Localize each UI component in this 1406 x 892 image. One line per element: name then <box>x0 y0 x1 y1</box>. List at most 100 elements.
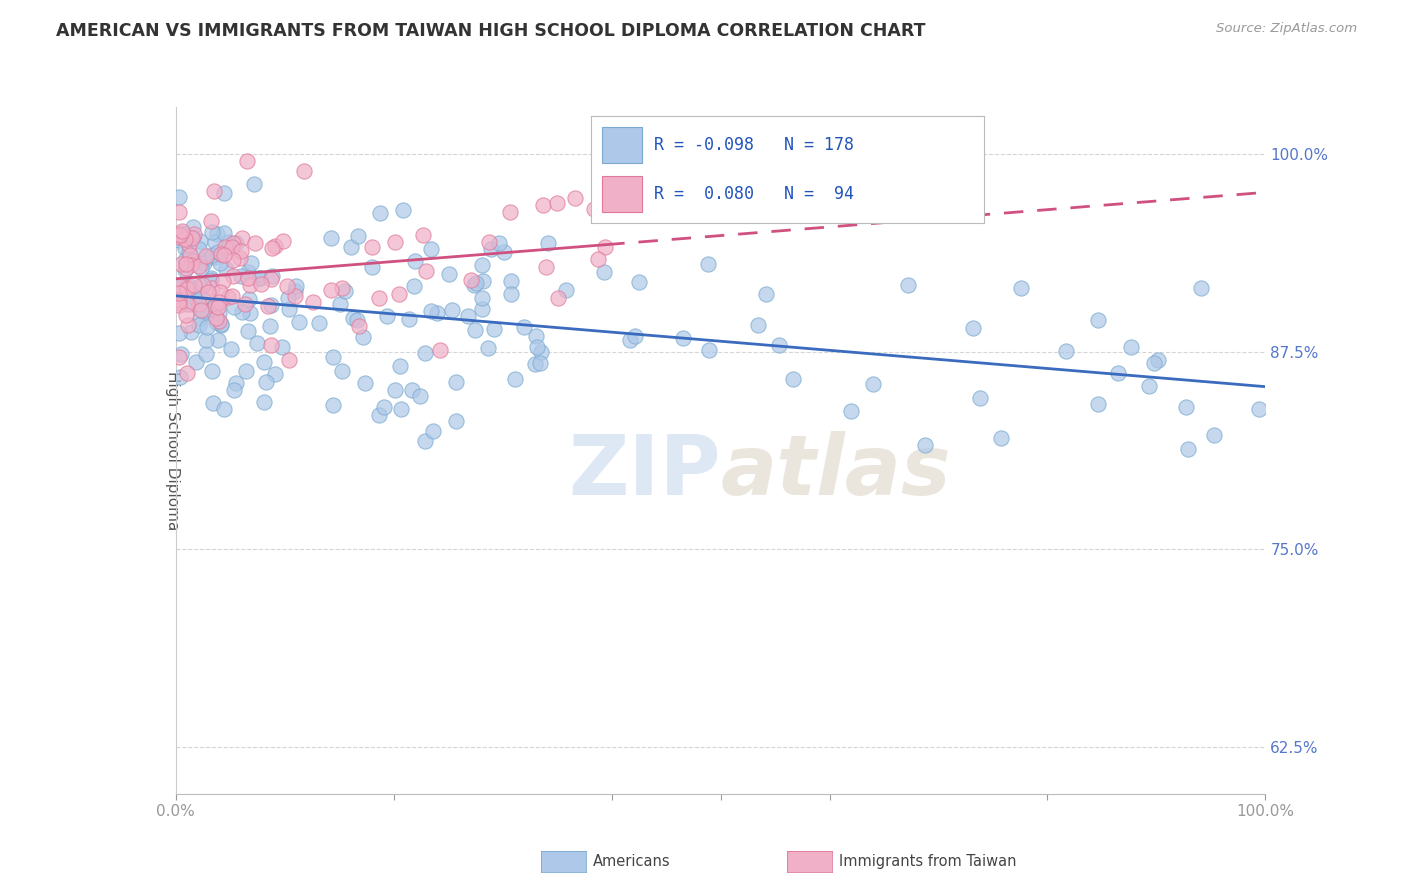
Point <box>176 297 198 311</box>
Point <box>342 310 364 325</box>
Point <box>1147 353 1170 368</box>
Point <box>183 278 205 293</box>
Point <box>333 284 356 298</box>
Point <box>201 247 224 261</box>
Point <box>260 268 283 283</box>
Point <box>1087 313 1109 327</box>
Point <box>392 202 415 217</box>
Point <box>194 333 217 347</box>
Point <box>768 338 790 352</box>
Point <box>671 330 693 344</box>
Text: ZIP: ZIP <box>568 431 721 512</box>
Point <box>231 244 253 258</box>
Point <box>426 306 449 320</box>
Point <box>319 231 342 245</box>
Point <box>217 289 239 303</box>
Point <box>195 346 218 360</box>
Point <box>330 281 353 295</box>
Point <box>1119 340 1142 354</box>
Point <box>181 230 204 244</box>
Point <box>205 315 228 329</box>
Point <box>195 320 218 334</box>
Point <box>586 252 609 267</box>
Point <box>209 318 232 332</box>
Point <box>167 293 190 307</box>
Point <box>243 236 266 251</box>
Point <box>697 257 720 271</box>
Point <box>263 368 285 382</box>
Point <box>339 240 361 254</box>
Point <box>302 295 325 310</box>
Point <box>167 205 190 219</box>
Point <box>361 240 384 254</box>
Point <box>479 242 502 256</box>
Point <box>208 294 231 309</box>
Point <box>782 372 804 386</box>
Point <box>260 272 283 286</box>
Point <box>181 253 204 268</box>
Point <box>526 340 548 354</box>
Point <box>404 254 426 268</box>
Point <box>499 205 522 219</box>
Point <box>482 321 505 335</box>
Point <box>180 325 202 339</box>
Point <box>619 333 641 347</box>
Point <box>170 224 193 238</box>
Point <box>195 251 218 265</box>
Point <box>398 312 420 326</box>
Point <box>207 334 229 348</box>
Point <box>547 291 569 305</box>
Point <box>524 328 547 343</box>
Point <box>190 260 212 275</box>
Point <box>368 291 391 305</box>
Point <box>322 350 344 364</box>
Point <box>180 297 202 311</box>
Point <box>207 300 229 314</box>
Point <box>214 402 236 417</box>
Point <box>278 301 301 316</box>
Point <box>225 235 247 250</box>
Point <box>221 240 243 254</box>
Point <box>862 376 884 391</box>
Point <box>250 277 273 292</box>
Point <box>914 438 936 452</box>
Point <box>389 402 412 417</box>
Point <box>167 230 190 244</box>
Point <box>1087 397 1109 411</box>
Point <box>471 301 494 316</box>
Text: Immigrants from Taiwan: Immigrants from Taiwan <box>839 855 1017 869</box>
Point <box>179 238 201 252</box>
Point <box>534 260 557 274</box>
Point <box>628 275 651 289</box>
Point <box>465 276 488 290</box>
Point <box>259 318 281 333</box>
Bar <box>602 176 641 212</box>
Point <box>388 359 411 374</box>
Point <box>322 398 344 412</box>
Point <box>176 282 198 296</box>
Point <box>284 285 307 299</box>
Point <box>212 226 235 240</box>
Point <box>564 191 586 205</box>
Point <box>1175 401 1198 415</box>
Point <box>217 235 239 249</box>
Point <box>202 396 225 410</box>
Point <box>214 240 236 254</box>
Point <box>283 288 305 302</box>
Point <box>256 299 278 313</box>
Point <box>224 383 246 397</box>
Point <box>176 260 198 275</box>
Point <box>236 324 259 338</box>
Point <box>190 290 212 304</box>
Point <box>172 226 194 240</box>
Point <box>201 363 224 377</box>
Point <box>242 178 264 192</box>
Point <box>209 247 232 261</box>
Point <box>187 285 209 300</box>
Point <box>747 318 769 333</box>
Point <box>1137 379 1160 393</box>
Point <box>224 300 246 314</box>
Point <box>228 252 250 266</box>
Point <box>167 190 190 204</box>
Point <box>188 311 211 326</box>
